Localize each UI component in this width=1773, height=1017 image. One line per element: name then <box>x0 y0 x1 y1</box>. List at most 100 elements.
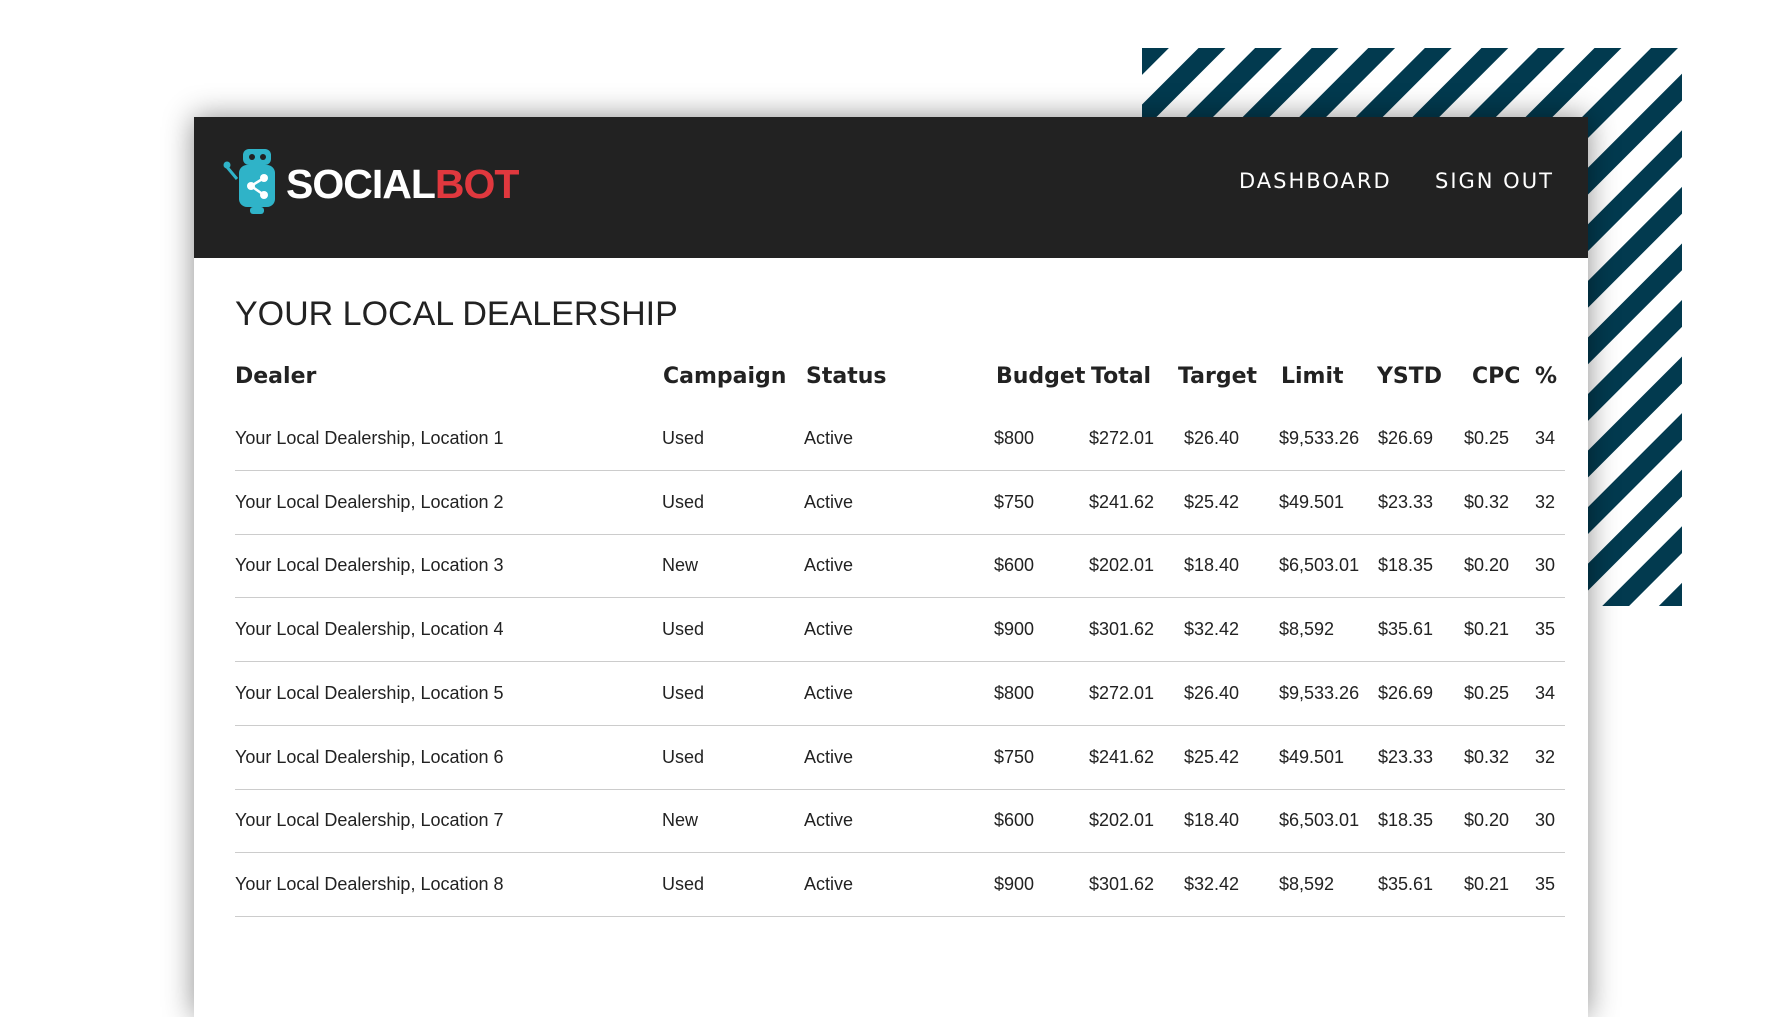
table-cell: Your Local Dealership, Location 4 <box>235 619 504 640</box>
table-cell: $6,503.01 <box>1279 810 1360 831</box>
column-header: Budget <box>996 364 1086 389</box>
table-cell: Active <box>804 555 854 576</box>
app-window: SOCIALBOT DASHBOARD SIGN OUT YOUR LOCAL … <box>194 117 1588 1017</box>
table-cell: $49.501 <box>1279 746 1345 767</box>
table-cell: Used <box>662 746 705 767</box>
table-cell: $26.40 <box>1184 428 1240 448</box>
table-cell: 35 <box>1535 619 1556 640</box>
column-header: Total <box>1091 364 1152 389</box>
table-cell: $800 <box>994 682 1035 703</box>
column-header: YSTD <box>1377 364 1443 389</box>
column-header: Target <box>1178 364 1258 389</box>
table-cell: $600 <box>994 810 1035 831</box>
table-cell: $35.61 <box>1378 619 1434 640</box>
table-cell: $0.20 <box>1464 555 1510 576</box>
table-cell: $800 <box>994 428 1035 448</box>
table-cell: $900 <box>994 873 1035 894</box>
table-cell: Active <box>804 682 854 703</box>
table-cell: $241.62 <box>1089 746 1155 767</box>
table-cell: $26.69 <box>1378 682 1434 703</box>
logo-first: SOCIAL <box>286 161 436 207</box>
logo-icon <box>223 149 275 214</box>
table-cell: Your Local Dealership, Location 6 <box>235 746 504 767</box>
row-divider <box>235 915 1565 917</box>
table-cell: Your Local Dealership, Location 5 <box>235 682 504 703</box>
table-cell: Used <box>662 682 705 703</box>
table-cell: Active <box>804 873 854 894</box>
nav-sign-out[interactable]: SIGN OUT <box>1435 169 1554 193</box>
table-cell: New <box>662 555 699 576</box>
row-divider <box>235 724 1565 726</box>
table-cell: Used <box>662 491 705 512</box>
table-cell: $18.35 <box>1378 555 1434 576</box>
row-divider <box>235 470 1565 471</box>
column-header: Dealer <box>235 364 317 389</box>
table-cell: 32 <box>1535 491 1556 512</box>
table-cell: $35.61 <box>1378 873 1434 894</box>
table-cell: $301.62 <box>1089 619 1155 640</box>
table-cell: Active <box>804 746 854 767</box>
table-cell: Used <box>662 873 705 894</box>
table-cell: $0.32 <box>1464 746 1510 767</box>
table-cell: Your Local Dealership, Location 1 <box>235 428 504 448</box>
row-divider <box>235 597 1565 599</box>
table-cell: 30 <box>1535 810 1556 831</box>
table-cell: $600 <box>994 555 1035 576</box>
table-cell: Your Local Dealership, Location 2 <box>235 491 504 512</box>
column-header: Campaign <box>663 364 787 389</box>
logo-second: BOT <box>434 161 520 207</box>
table-cell: $6,503.01 <box>1279 555 1360 576</box>
table-cell: $49.501 <box>1279 491 1345 512</box>
table-cell: $0.21 <box>1464 619 1510 640</box>
row-divider <box>235 661 1565 663</box>
table-cell: $0.25 <box>1464 682 1510 703</box>
table-cell: $9,533.26 <box>1279 428 1360 448</box>
table-cell: 35 <box>1535 873 1556 894</box>
table-cell: Active <box>804 428 854 448</box>
table-cell: Your Local Dealership, Location 8 <box>235 873 504 894</box>
table-cell: $23.33 <box>1378 746 1434 767</box>
column-header: Limit <box>1281 364 1344 389</box>
table-cell: $750 <box>994 491 1035 512</box>
table-cell: 34 <box>1535 428 1556 448</box>
table-cell: $8,592 <box>1279 619 1335 640</box>
nav-dashboard[interactable]: DASHBOARD <box>1239 169 1392 193</box>
table-cell: $23.33 <box>1378 491 1434 512</box>
table-cell: $18.40 <box>1184 810 1240 831</box>
table-cell: $0.20 <box>1464 810 1510 831</box>
table-cell: $18.35 <box>1378 810 1434 831</box>
table-cell: $32.42 <box>1184 619 1240 640</box>
table-cell: New <box>662 810 699 831</box>
table-cell: $241.62 <box>1089 491 1155 512</box>
table-cell: Your Local Dealership, Location 7 <box>235 810 504 831</box>
row-divider <box>235 852 1565 854</box>
table-cell: $0.21 <box>1464 873 1510 894</box>
table-cell: $32.42 <box>1184 873 1240 894</box>
table-cell: $272.01 <box>1089 428 1155 448</box>
table-cell: Used <box>662 619 705 640</box>
table-cell: $9,533.26 <box>1279 682 1360 703</box>
table-cell: $900 <box>994 619 1035 640</box>
table-cell: Active <box>804 619 854 640</box>
column-header: Status <box>806 364 887 389</box>
logo-text[interactable]: SOCIALBOT <box>286 161 520 208</box>
table-cell: 30 <box>1535 555 1556 576</box>
table-cell: $301.62 <box>1089 873 1155 894</box>
table-cell: $0.25 <box>1464 428 1510 448</box>
table-cell: 34 <box>1535 682 1556 703</box>
page: SOCIALBOT DASHBOARD SIGN OUT YOUR LOCAL … <box>194 48 1682 917</box>
table-cell: $750 <box>994 746 1035 767</box>
table-cell: $26.69 <box>1378 428 1434 448</box>
table-cell: 32 <box>1535 746 1556 767</box>
table-cell: Active <box>804 491 854 512</box>
table-cell: $0.32 <box>1464 491 1510 512</box>
table-cell: $8,592 <box>1279 873 1335 894</box>
table-cell: $202.01 <box>1089 810 1155 831</box>
table-cell: Used <box>662 428 705 448</box>
table-cell: $26.40 <box>1184 682 1240 703</box>
table-cell: Your Local Dealership, Location 3 <box>235 555 504 576</box>
table-cell: $272.01 <box>1089 682 1155 703</box>
table-cell: $202.01 <box>1089 555 1155 576</box>
table-cell: $25.42 <box>1184 746 1240 767</box>
table-cell: Active <box>804 810 854 831</box>
